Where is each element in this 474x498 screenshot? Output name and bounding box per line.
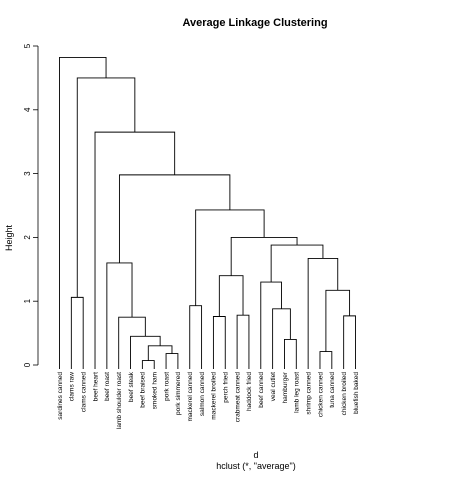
merge-link — [307, 258, 339, 369]
y-tick-label: 1 — [23, 298, 32, 303]
merge-link — [270, 244, 324, 283]
y-tick-label: 2 — [23, 235, 32, 240]
y-tick-label: 4 — [23, 107, 32, 112]
leaf-label: sardines canned — [57, 372, 64, 420]
leaf-label: haddock fried — [246, 372, 253, 411]
leaf-label: hamburger — [282, 371, 289, 403]
leaf-label: lamb shoulder roast — [116, 372, 123, 429]
leaf-label: shrimp canned — [305, 372, 312, 415]
leaf-label: tuna canned — [329, 372, 336, 408]
merge-link — [130, 335, 161, 369]
leaf-label: beef heart — [92, 372, 99, 401]
merge-link — [59, 57, 107, 369]
chart-title: Average Linkage Clustering — [182, 17, 327, 29]
chart-subtitle: hclust (*, "average") — [216, 461, 295, 471]
leaf-label: perch fried — [223, 372, 230, 403]
leaf-label: smoked ham — [152, 372, 159, 409]
merge-link — [76, 77, 136, 298]
leaf-label: beef canned — [258, 372, 265, 408]
merge-link — [230, 236, 298, 276]
leaf-label: clams raw — [69, 372, 76, 402]
merge-link — [236, 314, 250, 369]
leaf-label: chicken canned — [317, 372, 324, 418]
merge-link — [195, 209, 265, 306]
leaf-labels: sardines canned clams raw clams canned beef… — [57, 371, 360, 429]
leaf-label: clams canned — [80, 372, 87, 412]
merge-link — [343, 315, 356, 369]
merge-link — [218, 275, 244, 317]
leaf-label: beef roast — [104, 372, 111, 401]
leaf-label: pork simmered — [175, 372, 182, 415]
merge-link — [118, 174, 231, 263]
y-tick-label: 3 — [23, 171, 32, 176]
merge-link — [141, 360, 155, 369]
x-axis-label: d — [253, 450, 258, 460]
merge-link — [165, 353, 179, 369]
leaf-label: mackerel canned — [187, 372, 194, 422]
merge-link — [189, 305, 203, 369]
leaf-label: bluefish baked — [353, 372, 360, 414]
dendrogram-links — [59, 57, 356, 369]
leaf-label: beef braised — [140, 372, 147, 408]
leaf-label: pork roast — [163, 372, 170, 401]
leaf-label: chicken broiled — [341, 372, 348, 416]
leaf-label: crabmeat canned — [234, 372, 241, 423]
merge-link — [70, 296, 84, 369]
y-axis: 0 1 2 3 4 5 — [23, 43, 39, 367]
y-tick-label: 0 — [23, 362, 32, 367]
leaf-label: mackerel broiled — [211, 372, 218, 420]
merge-link — [325, 289, 351, 352]
leaf-label: veal cutlet — [270, 372, 277, 401]
y-axis-label: Height — [4, 224, 14, 251]
merge-link — [106, 262, 133, 369]
merge-link — [272, 308, 291, 369]
merge-link — [212, 316, 226, 369]
leaf-label: beef steak — [128, 371, 135, 402]
merge-link — [260, 281, 282, 369]
merge-link — [118, 316, 146, 369]
merge-link — [284, 339, 297, 369]
y-tick-label: 5 — [23, 43, 32, 48]
merge-link — [319, 351, 333, 369]
leaf-label: lamb leg roast — [294, 372, 301, 413]
leaf-label: salmon canned — [199, 372, 206, 416]
